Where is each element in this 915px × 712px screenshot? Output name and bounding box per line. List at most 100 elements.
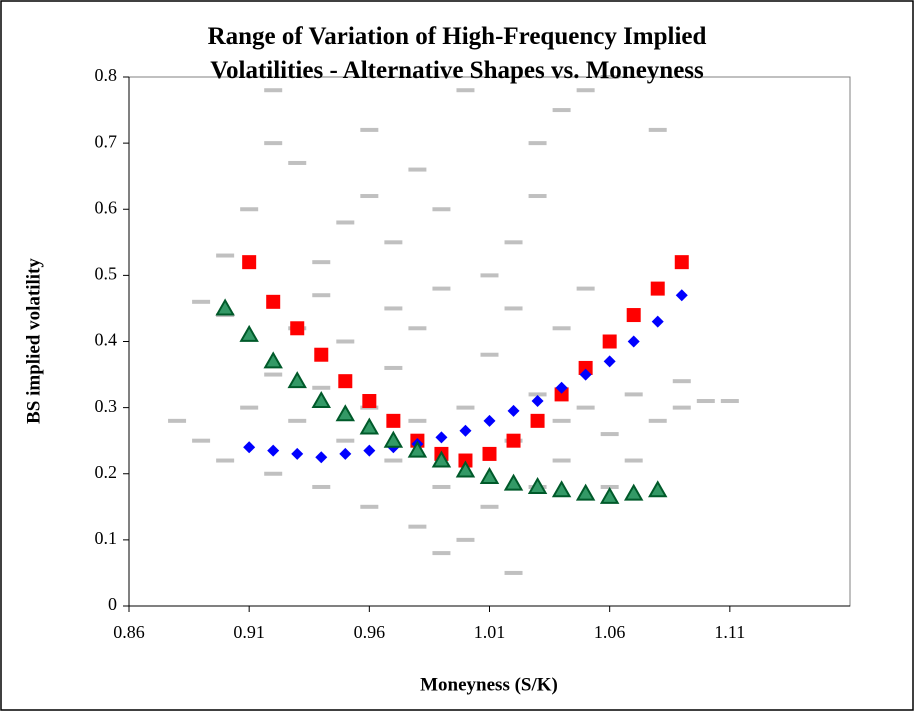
y-tick-label: 0 (108, 594, 117, 614)
point (552, 108, 571, 113)
point (551, 480, 572, 498)
point (266, 294, 281, 309)
point (435, 431, 448, 444)
point (216, 458, 235, 463)
point (576, 286, 595, 291)
point (599, 486, 620, 504)
point (527, 476, 548, 494)
point (720, 399, 739, 404)
point (456, 405, 475, 410)
x-tick-label: 0.96 (354, 622, 386, 642)
point (576, 88, 595, 93)
chart-title: Range of Variation of High-Frequency Imp… (207, 23, 707, 84)
point (528, 194, 547, 199)
point (267, 444, 280, 457)
x-tick-label: 0.86 (113, 622, 145, 642)
point (264, 88, 283, 93)
y-tick-label: 0.6 (95, 197, 118, 217)
point (312, 385, 331, 390)
point (675, 289, 688, 302)
point (384, 306, 403, 311)
point (338, 374, 353, 389)
point (455, 460, 476, 478)
point (408, 524, 427, 529)
point (554, 387, 569, 402)
y-tick-label: 0.2 (95, 462, 118, 482)
y-axis-label: BS implied volatility (23, 258, 44, 424)
x-tick-label: 1.01 (474, 622, 506, 642)
point (480, 504, 499, 509)
point (674, 255, 689, 270)
point (627, 335, 640, 348)
point (384, 365, 403, 370)
point (335, 404, 356, 422)
point (431, 450, 452, 468)
point (408, 326, 427, 331)
point (578, 360, 593, 375)
point (459, 424, 472, 437)
point (530, 413, 545, 428)
point (240, 207, 259, 212)
point (575, 483, 596, 501)
point (287, 371, 307, 389)
point (239, 324, 259, 342)
point (291, 447, 304, 460)
point (336, 220, 355, 225)
y-tick-label: 0.7 (95, 131, 118, 151)
point (384, 458, 403, 463)
point (651, 315, 664, 328)
point (360, 127, 379, 132)
point (480, 273, 499, 278)
point (359, 417, 380, 435)
point (288, 160, 307, 165)
point (312, 484, 331, 489)
point (315, 451, 328, 464)
point (600, 75, 619, 79)
point (648, 127, 667, 132)
point (168, 418, 187, 423)
point (506, 433, 521, 448)
point (339, 447, 352, 460)
point (336, 438, 355, 443)
point (288, 418, 307, 423)
point (242, 255, 257, 270)
point (456, 537, 475, 542)
point (192, 438, 211, 443)
point (624, 458, 643, 463)
point (528, 392, 547, 397)
point (215, 298, 235, 316)
y-tick-label: 0.1 (95, 528, 118, 548)
point (531, 395, 544, 408)
point (243, 441, 256, 454)
point (384, 240, 403, 245)
point (240, 405, 259, 410)
point (383, 430, 404, 448)
point (696, 399, 715, 404)
point (407, 440, 428, 458)
point (362, 394, 377, 409)
point (314, 347, 329, 362)
point (483, 414, 496, 427)
point (360, 504, 379, 509)
point (504, 240, 523, 245)
point (576, 405, 595, 410)
point (479, 467, 500, 485)
point (552, 326, 571, 331)
point (623, 483, 644, 501)
point (602, 334, 617, 349)
point (552, 418, 571, 423)
point (603, 355, 616, 368)
point (360, 194, 379, 199)
x-axis-label: Moneyness (S/K) (420, 674, 558, 695)
point (264, 372, 283, 377)
x-tick-label: 1.11 (714, 622, 745, 642)
point (408, 418, 427, 423)
point (672, 405, 691, 410)
point (648, 418, 667, 423)
point (432, 207, 451, 212)
point (482, 446, 497, 461)
point (672, 379, 691, 384)
y-tick-label: 0.5 (95, 264, 118, 284)
